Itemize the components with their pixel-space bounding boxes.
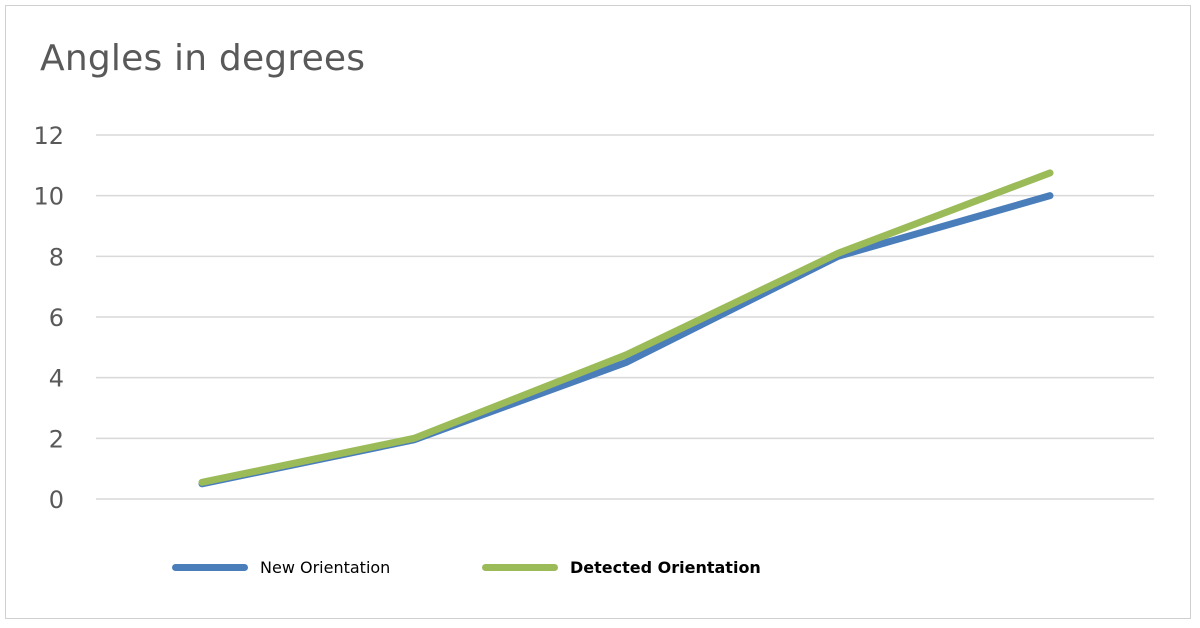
y-axis-ticks: 0 2 4 6 8 10 12 [33, 122, 64, 514]
series-lines [198, 169, 1054, 488]
y-tick-label-12: 12 [33, 122, 64, 150]
chart-title: Angles in degrees [40, 38, 366, 79]
y-tick-label-4: 4 [49, 365, 64, 393]
series-line-new-orientation [198, 192, 1054, 488]
y-tick-label-6: 6 [49, 304, 64, 332]
y-tick-label-10: 10 [33, 183, 64, 211]
series-line-detected-orientation [198, 169, 1054, 486]
y-tick-label-0: 0 [49, 486, 64, 514]
y-tick-label-2: 2 [49, 425, 64, 453]
gridlines [96, 134, 1154, 500]
chart-frame [5, 5, 1191, 619]
y-tick-label-8: 8 [49, 243, 64, 271]
